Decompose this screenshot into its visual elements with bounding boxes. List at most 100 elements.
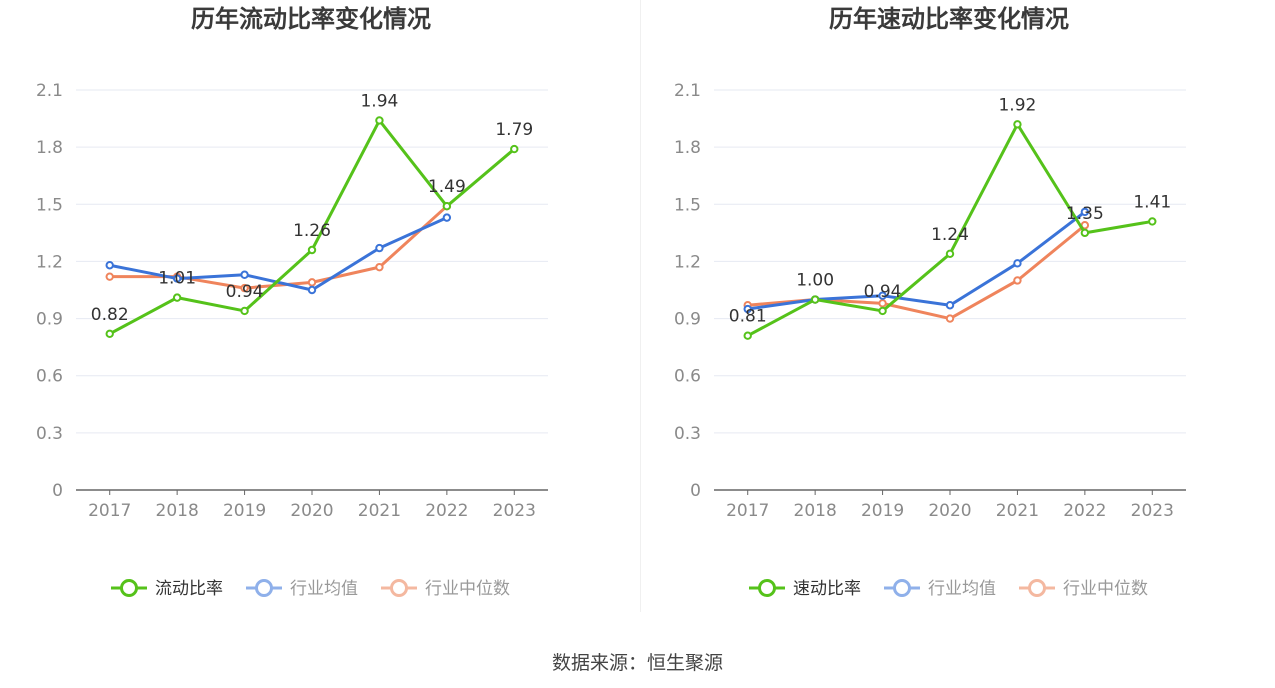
y-tick-label: 0 <box>52 481 63 501</box>
data-point[interactable] <box>240 306 249 316</box>
data-label: 1.01 <box>158 269 196 289</box>
legend-marker <box>1028 579 1046 597</box>
y-tick-label: 1.5 <box>674 195 701 215</box>
data-point[interactable] <box>442 201 452 211</box>
x-tick-label: 2017 <box>88 501 131 521</box>
data-label: 1.94 <box>360 91 398 111</box>
data-point[interactable] <box>105 329 114 339</box>
data-label: 1.24 <box>931 225 969 245</box>
data-point[interactable] <box>307 278 317 287</box>
data-point[interactable] <box>945 301 955 310</box>
x-tick-label: 2021 <box>996 501 1039 521</box>
chart-title: 历年速动比率变化情况 <box>829 5 1069 33</box>
data-label: 1.79 <box>495 120 533 140</box>
quick-ratio-chart: 历年速动比率变化情况 0 0.3 0.6 0.9 1.2 1.5 1.8 2.1 2017 2018… <box>674 5 1186 599</box>
data-point[interactable] <box>510 144 519 154</box>
data-point[interactable] <box>375 116 384 125</box>
x-tick-label: 2018 <box>156 501 199 521</box>
y-tick-label: 1.8 <box>36 138 63 158</box>
data-point[interactable] <box>240 270 249 279</box>
y-tick-label: 0.9 <box>674 310 701 330</box>
legend-item-0[interactable]: 流动比率 <box>111 579 223 599</box>
data-label: 0.82 <box>91 305 129 325</box>
data-point[interactable] <box>172 274 182 283</box>
x-tick-label: 2017 <box>726 501 769 521</box>
legend-item-2[interactable]: 行业中位数 <box>381 579 510 599</box>
legend-label: 速动比率 <box>793 579 861 599</box>
data-point[interactable] <box>1013 120 1022 129</box>
x-tick-label: 2021 <box>358 501 401 521</box>
data-point[interactable] <box>878 291 887 300</box>
legend-marker <box>893 579 911 597</box>
data-point[interactable] <box>1080 228 1090 238</box>
data-point[interactable] <box>307 285 317 295</box>
data-point[interactable] <box>945 249 955 259</box>
y-tick-label: 0.3 <box>674 424 701 444</box>
x-tick-label: 2022 <box>1063 501 1106 521</box>
data-point[interactable] <box>375 262 384 272</box>
data-point[interactable] <box>878 306 887 316</box>
legend-label: 行业均值 <box>928 579 996 599</box>
data-source: 数据来源：恒生聚源 <box>551 652 723 674</box>
data-point[interactable] <box>105 272 114 281</box>
legend-item-0[interactable]: 速动比率 <box>749 579 861 599</box>
data-point[interactable] <box>743 331 752 340</box>
series-line-1 <box>747 210 1086 311</box>
legend-item-1[interactable]: 行业均值 <box>884 579 996 599</box>
legend-label: 流动比率 <box>155 579 223 599</box>
legend-label: 行业中位数 <box>425 579 510 599</box>
y-tick-label: 0.6 <box>674 367 701 387</box>
data-point[interactable] <box>743 304 752 314</box>
data-label: 0.94 <box>226 282 264 302</box>
x-tick-label: 2023 <box>1131 501 1174 521</box>
y-tick-label: 2.1 <box>674 81 701 101</box>
y-tick-label: 1.5 <box>36 195 63 215</box>
legend-marker <box>255 579 273 597</box>
legend-item-2[interactable]: 行业中位数 <box>1019 579 1148 599</box>
x-tick-label: 2020 <box>928 501 971 521</box>
x-tick-label: 2019 <box>861 501 904 521</box>
x-tick-label: 2018 <box>794 501 837 521</box>
legend-item-1[interactable]: 行业均值 <box>246 579 358 599</box>
y-tick-label: 1.8 <box>674 138 701 158</box>
y-tick-label: 0.6 <box>36 367 63 387</box>
data-point[interactable] <box>1148 217 1157 226</box>
current-ratio-chart: 历年流动比率变化情况 0 0.3 0.6 0.9 1.2 1.5 1.8 2.1 2017 2018… <box>36 5 548 599</box>
data-label: 0.94 <box>864 282 902 302</box>
legend-marker <box>390 579 408 597</box>
data-label: 1.49 <box>428 177 466 197</box>
x-tick-label: 2022 <box>425 501 468 521</box>
data-point[interactable] <box>375 243 384 253</box>
data-point[interactable] <box>810 295 820 304</box>
legend-marker <box>758 579 776 597</box>
data-label: 0.81 <box>729 307 767 327</box>
data-label: 1.26 <box>293 221 331 241</box>
data-point[interactable] <box>1013 259 1022 268</box>
y-tick-label: 1.2 <box>674 252 701 272</box>
data-point[interactable] <box>1080 207 1090 217</box>
legend-label: 行业中位数 <box>1063 579 1148 599</box>
y-tick-label: 0.3 <box>36 424 63 444</box>
data-label: 1.92 <box>998 95 1036 115</box>
data-point[interactable] <box>240 283 249 293</box>
data-point[interactable] <box>878 299 887 308</box>
chart-divider <box>640 0 641 612</box>
data-point[interactable] <box>307 245 317 255</box>
y-tick-label: 0 <box>690 481 701 501</box>
legend-label: 行业均值 <box>290 579 358 599</box>
data-point[interactable] <box>1013 276 1022 285</box>
data-point[interactable] <box>172 293 182 302</box>
chart-title: 历年流动比率变化情况 <box>191 5 431 33</box>
x-tick-label: 2020 <box>290 501 333 521</box>
data-point[interactable] <box>442 213 452 222</box>
data-point[interactable] <box>105 261 114 270</box>
legend-marker <box>120 579 138 597</box>
y-tick-label: 0.9 <box>36 310 63 330</box>
y-tick-label: 2.1 <box>36 81 63 101</box>
data-point[interactable] <box>945 314 955 323</box>
data-label: 1.41 <box>1133 192 1171 212</box>
x-tick-label: 2023 <box>493 501 536 521</box>
data-label: 1.00 <box>796 271 834 291</box>
data-label: 1.35 <box>1066 204 1104 224</box>
x-tick-label: 2019 <box>223 501 266 521</box>
